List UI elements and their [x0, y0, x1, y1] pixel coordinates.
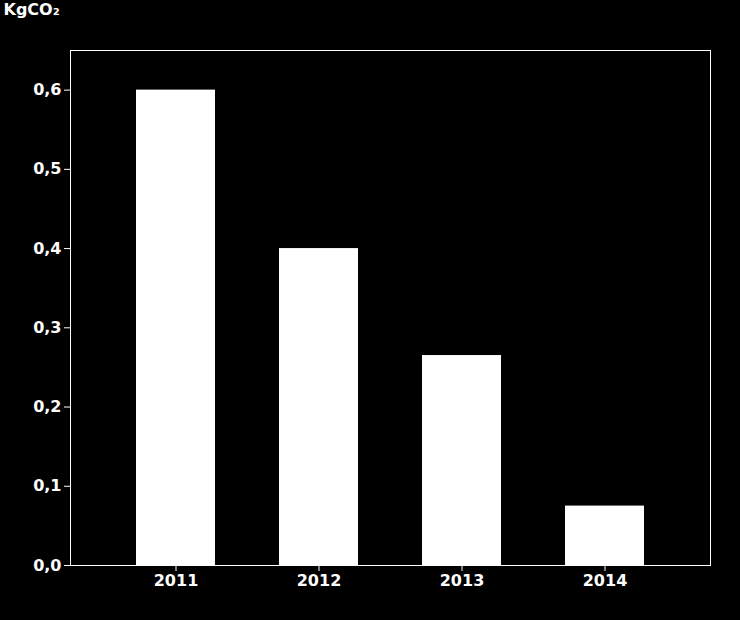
svg-text:0,4: 0,4: [33, 239, 61, 258]
svg-text:KgCO₂: KgCO₂: [4, 0, 60, 19]
svg-text:0,0: 0,0: [33, 556, 61, 575]
svg-text:2014: 2014: [583, 571, 628, 590]
svg-text:0,6: 0,6: [33, 80, 61, 99]
svg-text:2011: 2011: [154, 571, 199, 590]
svg-text:0,3: 0,3: [33, 318, 61, 337]
svg-text:2013: 2013: [440, 571, 485, 590]
svg-text:2012: 2012: [297, 571, 342, 590]
svg-text:0,1: 0,1: [33, 476, 61, 495]
svg-text:0,5: 0,5: [33, 159, 61, 178]
svg-text:0,2: 0,2: [33, 397, 61, 416]
